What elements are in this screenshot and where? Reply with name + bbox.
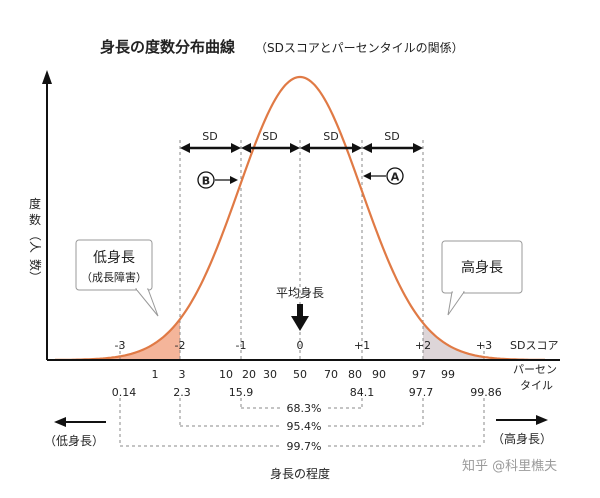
watermark-text: 知乎 @科里樵夫 bbox=[462, 458, 557, 474]
percentile-axis-label-1: パーセン bbox=[513, 363, 557, 376]
x-axis-title: 身長の程度 bbox=[270, 466, 330, 481]
percentile-tick: 84.1 bbox=[350, 386, 375, 399]
diagram-title: 身長の度数分布曲線 bbox=[100, 38, 235, 56]
sd-tick: 0 bbox=[297, 339, 304, 352]
percentile-tick: 3 bbox=[179, 368, 186, 381]
percentile-row-1: 1 3 10 20 30 50 70 80 90 97 99 パーセン タイル bbox=[152, 363, 558, 392]
diagram-subtitle: （SDスコアとパーセンタイルの関係） bbox=[255, 41, 464, 55]
marker-b: B bbox=[197, 171, 238, 189]
mean-indicator: 平均身長 bbox=[276, 285, 324, 331]
percentile-tick: 99 bbox=[441, 368, 455, 381]
percentile-tick: 2.3 bbox=[173, 386, 191, 399]
sd-tick: +1 bbox=[354, 339, 370, 352]
range-954: 95.4% bbox=[287, 420, 322, 433]
short-stature-title: 低身長 bbox=[93, 250, 135, 266]
y-label-char4: 数） bbox=[28, 259, 43, 283]
bell-curve bbox=[55, 75, 545, 361]
sd-label-1: SD bbox=[202, 130, 217, 143]
y-label-char1: 度 bbox=[29, 196, 41, 211]
sd-tick: +2 bbox=[415, 339, 431, 352]
direction-short-label: （低身長） bbox=[44, 433, 104, 448]
percentile-tick: 97.7 bbox=[409, 386, 434, 399]
y-label-char3: （人 bbox=[28, 229, 42, 253]
marker-b-letter: B bbox=[202, 175, 210, 188]
sd-bands: SD SD SD SD bbox=[180, 130, 423, 153]
axes bbox=[42, 70, 560, 361]
marker-a-letter: A bbox=[391, 171, 400, 184]
direction-tall-label: （高身長） bbox=[492, 431, 552, 446]
percentile-tick: 15.9 bbox=[229, 386, 254, 399]
sd-label-3: SD bbox=[323, 130, 338, 143]
percentile-tick: 80 bbox=[348, 368, 362, 381]
sd-label-4: SD bbox=[384, 130, 399, 143]
marker-a: A bbox=[363, 167, 404, 185]
percentile-axis-label-2: タイル bbox=[520, 379, 553, 392]
sd-band-3: SD bbox=[300, 130, 362, 153]
range-997: 99.7% bbox=[287, 440, 322, 453]
range-683: 68.3% bbox=[287, 402, 322, 415]
y-axis-arrow bbox=[42, 70, 52, 84]
y-axis-label: 度 数 （人 数） bbox=[28, 196, 43, 283]
short-stature-sub: （成長障害） bbox=[81, 270, 147, 284]
percentile-tick: 1 bbox=[152, 368, 159, 381]
percentile-row-2: 0.14 2.3 15.9 84.1 97.7 99.86 bbox=[112, 386, 502, 399]
sd-label-2: SD bbox=[262, 130, 277, 143]
y-label-char2: 数 bbox=[29, 212, 41, 227]
sd-band-2: SD bbox=[241, 130, 300, 153]
tall-stature-title: 高身長 bbox=[461, 259, 503, 276]
direction-tall: （高身長） bbox=[492, 415, 552, 446]
tall-stature-callout: 高身長 bbox=[441, 240, 523, 316]
percentile-tick: 50 bbox=[293, 368, 307, 381]
percentile-tick: 20 bbox=[242, 368, 256, 381]
sd-tick: -2 bbox=[175, 339, 186, 352]
direction-short: （低身長） bbox=[44, 417, 106, 448]
sd-band-1: SD bbox=[180, 130, 241, 153]
percentile-tick: 10 bbox=[219, 368, 233, 381]
sd-band-4: SD bbox=[362, 130, 423, 153]
range-labels: 68.3% 95.4% 99.7% bbox=[287, 402, 322, 453]
mean-label: 平均身長 bbox=[276, 285, 324, 300]
short-stature-callout: 低身長 （成長障害） bbox=[75, 239, 159, 317]
high-tail-area bbox=[423, 322, 484, 360]
sd-tick: -1 bbox=[236, 339, 247, 352]
sd-tick: +3 bbox=[476, 339, 492, 352]
percentile-tick: 70 bbox=[324, 368, 338, 381]
percentile-tick: 97 bbox=[412, 368, 426, 381]
percentile-tick: 30 bbox=[263, 368, 277, 381]
percentile-tick: 90 bbox=[372, 368, 386, 381]
sd-axis-label: SDスコア bbox=[510, 339, 558, 352]
sd-tick-labels: -3 -2 -1 0 +1 +2 +3 SDスコア bbox=[115, 339, 559, 352]
percentile-tick: 0.14 bbox=[112, 386, 137, 399]
percentile-tick: 99.86 bbox=[470, 386, 502, 399]
sd-tick: -3 bbox=[115, 339, 126, 352]
low-tail-area bbox=[55, 319, 180, 360]
